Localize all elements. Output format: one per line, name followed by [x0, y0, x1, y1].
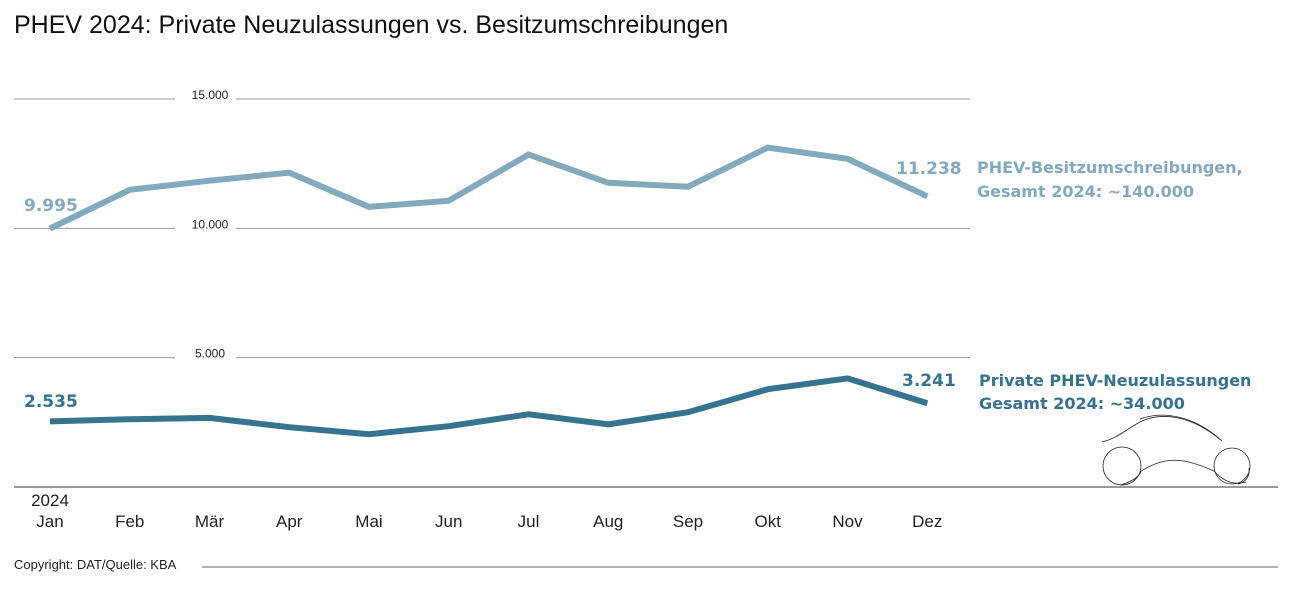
y-tick-label: 10.000: [192, 217, 229, 231]
year-label: 2024: [31, 491, 69, 510]
y-tick-labels: 15.000 10.000 5.000: [192, 88, 229, 361]
chart-title: PHEV 2024: Private Neuzulassungen vs. Be…: [14, 11, 728, 39]
x-tick-label: Dez: [912, 512, 942, 531]
x-tick-label: Sep: [673, 512, 703, 531]
x-tick-label: Okt: [755, 512, 782, 531]
x-tick-label: Jan: [36, 512, 63, 531]
series-1-last-label: 11.238: [896, 159, 962, 179]
y-tick-label: 15.000: [192, 88, 229, 102]
x-tick-label: Mär: [195, 512, 225, 531]
series-lines: [48, 144, 929, 438]
legend-series-2-line2: Gesamt 2024: ~34.000: [979, 394, 1185, 413]
x-tick-label: Jul: [518, 512, 540, 531]
series-line-1: [48, 144, 929, 232]
legend-series-1-line2: Gesamt 2024: ~140.000: [977, 182, 1194, 201]
x-tick-label: Feb: [115, 512, 144, 531]
x-tick-labels: Jan Feb Mär Apr Mai Jun Jul Aug Sep Okt Nov Dez: [36, 512, 942, 531]
copyright-source: Copyright: DAT/Quelle: KBA: [14, 557, 177, 572]
series-2-first-label: 2.535: [24, 392, 78, 412]
gridlines: [14, 98, 970, 359]
legend-series-2-line1: Private PHEV-Neuzulassungen: [979, 371, 1251, 390]
y-tick-label: 5.000: [195, 347, 225, 361]
x-tick-label: Aug: [593, 512, 623, 531]
legend-series-1-line1: PHEV-Besitzumschreibungen,: [977, 158, 1243, 177]
series-line-2: [49, 375, 929, 438]
series-1-first-label: 9.995: [24, 196, 78, 216]
x-tick-label: Mai: [355, 512, 382, 531]
car-outline-icon: [1101, 414, 1251, 486]
x-tick-label: Nov: [832, 512, 863, 531]
x-tick-label: Apr: [276, 512, 303, 531]
series-2-last-label: 3.241: [902, 371, 956, 391]
x-tick-label: Jun: [435, 512, 462, 531]
